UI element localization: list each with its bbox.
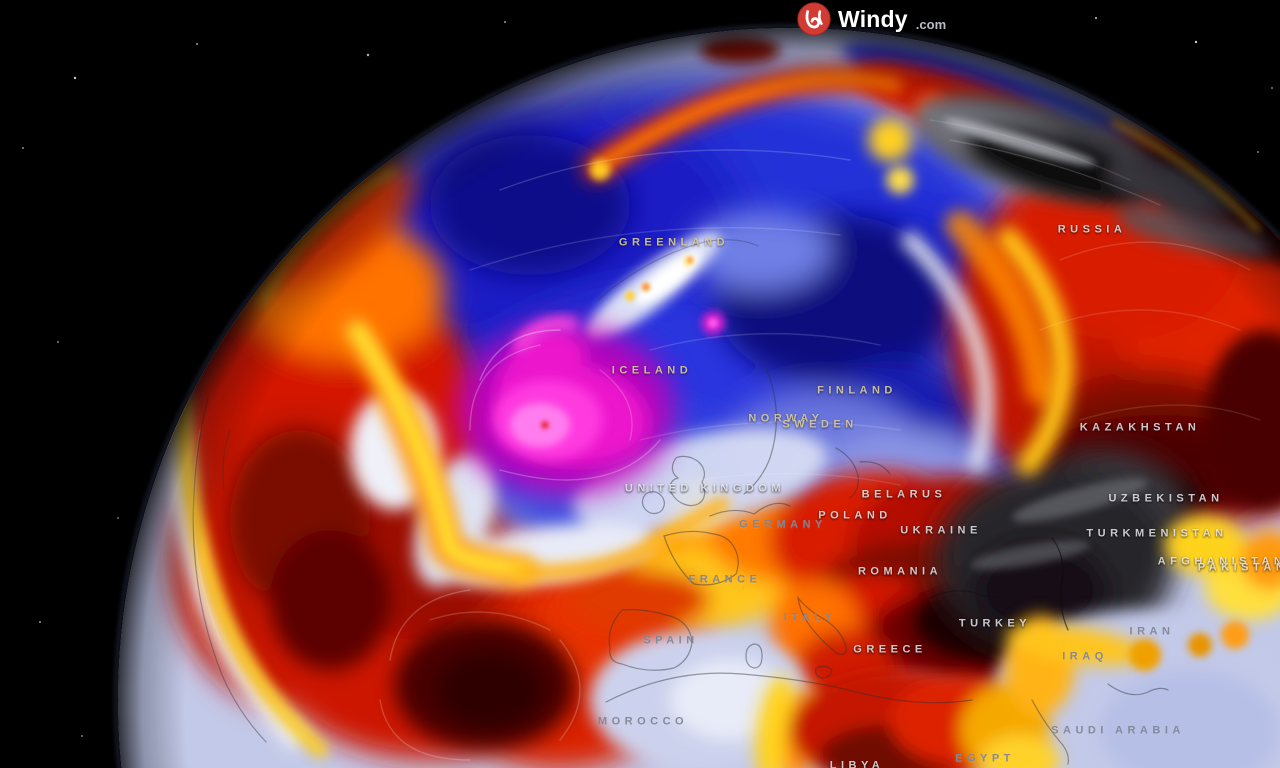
windy-logo[interactable]: Windy .com bbox=[797, 2, 946, 36]
brand-name: Windy bbox=[838, 5, 908, 32]
stars bbox=[22, 16, 1273, 737]
temperature-field bbox=[118, 28, 1280, 768]
windy-swirl-icon bbox=[797, 2, 831, 36]
atmosphere-glow bbox=[114, 24, 1280, 768]
brand-suffix: .com bbox=[915, 17, 947, 32]
